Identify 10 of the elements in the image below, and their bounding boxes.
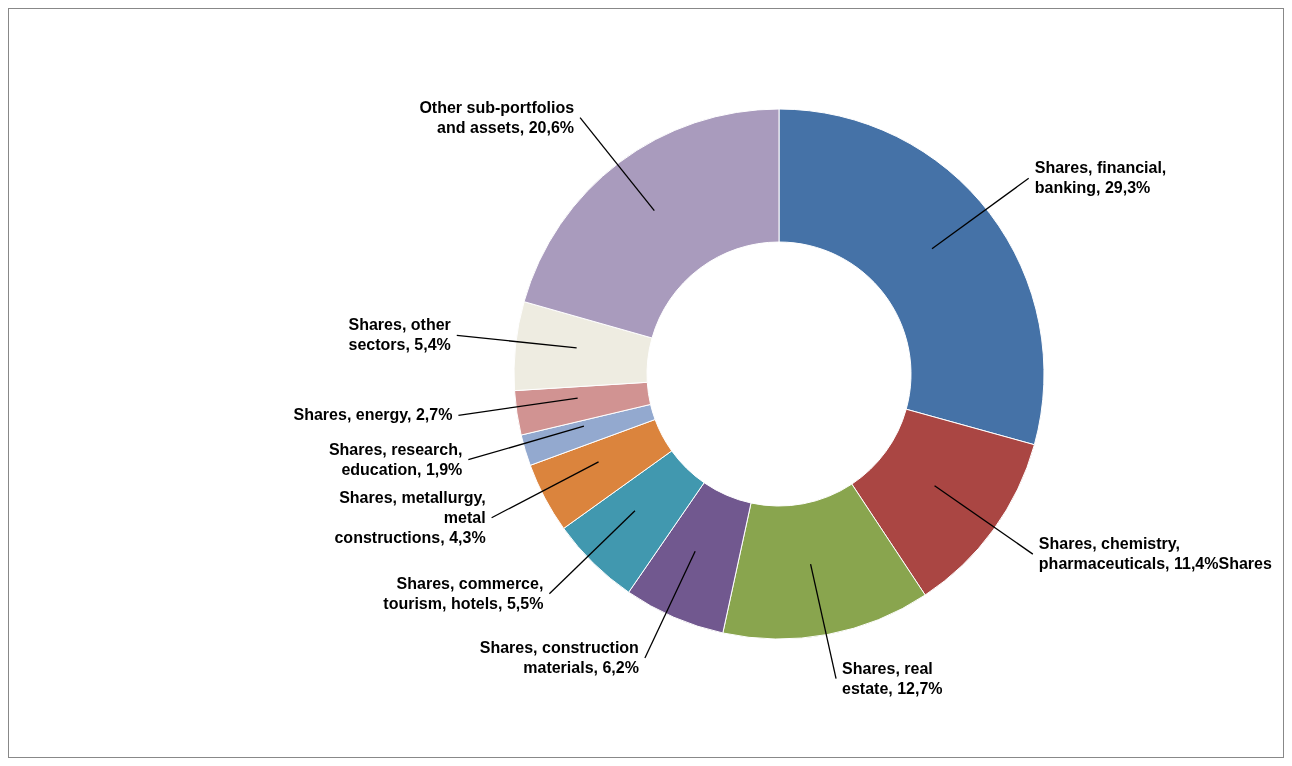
- slice-label: Shares, construction materials, 6,2%: [479, 639, 639, 677]
- slice-label: Shares, real estate, 12,7%: [842, 659, 943, 697]
- slice-label: Shares, energy, 2,7%: [293, 406, 453, 424]
- slice-label: Shares, financial, banking, 29,3%: [1034, 159, 1167, 197]
- slice-label: Other sub-portfolios and assets, 20,6%: [419, 98, 575, 136]
- slice-label: Shares, metallurgy, metal constructions, 4,3%: [334, 488, 486, 546]
- slice-label: Shares, other sectors, 5,4%: [348, 316, 451, 354]
- slice-label: Shares, chemistry, pharmaceuticals, 11,4%Shares: [1038, 535, 1272, 573]
- slice-label: Shares, commerce, tourism, hotels, 5,5%: [383, 574, 544, 612]
- slice-label: Shares, research, education, 1,9%: [328, 440, 463, 478]
